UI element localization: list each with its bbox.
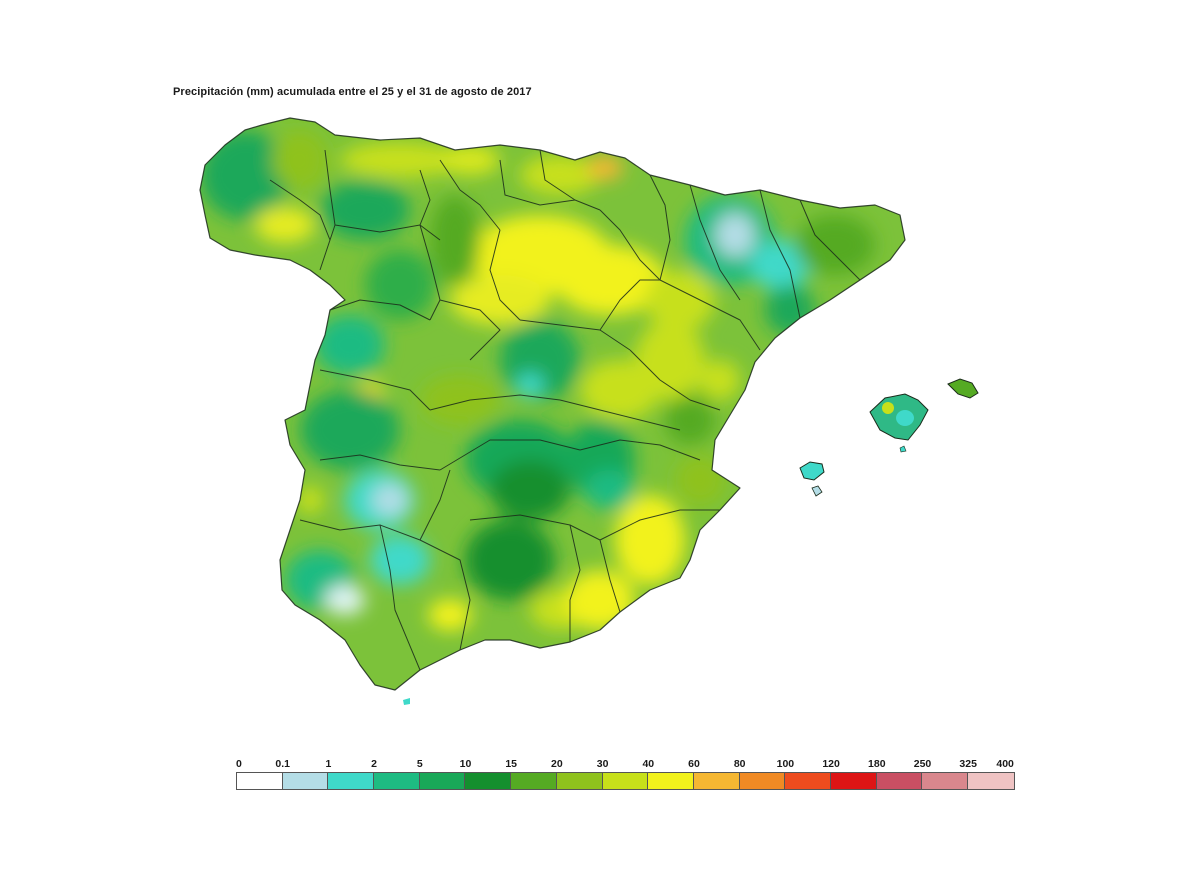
legend-swatch — [922, 773, 968, 789]
legend-tick-label: 60 — [688, 758, 700, 770]
legend-swatch — [237, 773, 283, 789]
formentera — [811, 485, 823, 497]
legend-swatch — [374, 773, 420, 789]
balearic-islands — [799, 378, 979, 497]
legend-tick-label: 5 — [416, 758, 423, 770]
legend-tick-label: 40 — [642, 758, 655, 770]
legend-tick-label: 0 — [236, 758, 242, 770]
legend-swatch — [693, 773, 740, 789]
legend-swatch — [968, 773, 1014, 789]
legend-tick-label: 1 — [325, 758, 332, 770]
legend-tick-label: 30 — [596, 758, 609, 770]
legend-tick-label: 250 — [913, 758, 932, 770]
peninsula — [199, 117, 906, 691]
legend-tick-label: 80 — [733, 758, 746, 770]
legend-tick-label: 120 — [822, 758, 840, 770]
legend-color-bar — [236, 772, 1015, 790]
legend-swatch — [328, 773, 375, 789]
map-title: Precipitación (mm) acumulada entre el 25… — [173, 86, 532, 98]
legend-swatch — [739, 773, 786, 789]
province-borders — [199, 117, 906, 691]
legend-tick-label: 180 — [868, 758, 886, 770]
legend-swatch — [556, 773, 603, 789]
legend-swatch — [648, 773, 694, 789]
legend-swatch — [511, 773, 557, 789]
legend-swatch — [602, 773, 649, 789]
legend-swatch — [785, 773, 831, 789]
precipitation-legend: 0 0.1 1 2 5 10 15 20 30 40 60 80 100 120 180 250 325 400 — [236, 758, 1016, 790]
legend-swatch — [419, 773, 466, 789]
legend-swatch — [830, 773, 877, 789]
legend-swatch — [876, 773, 923, 789]
legend-swatch — [282, 773, 329, 789]
legend-tick-label: 325 — [959, 758, 977, 770]
ibiza — [799, 461, 825, 481]
legend-tick-label: 10 — [459, 758, 472, 770]
cabrera — [899, 445, 907, 453]
legend-tick-label: 0.1 — [275, 758, 290, 770]
legend-tick-label: 2 — [371, 758, 378, 770]
legend-swatch — [465, 773, 512, 789]
legend-tick-label: 20 — [551, 758, 563, 770]
legend-tick-label: 15 — [505, 758, 518, 770]
ceuta — [403, 698, 410, 705]
legend-tick-label: 400 — [996, 758, 1014, 770]
menorca — [947, 378, 979, 399]
legend-tick-label: 100 — [776, 758, 795, 770]
